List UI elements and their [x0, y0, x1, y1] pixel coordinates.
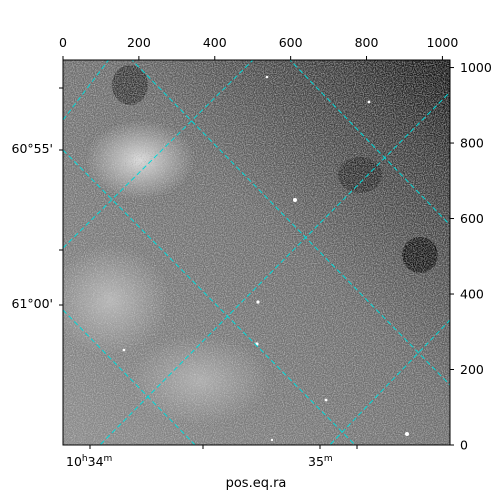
top-tick-label: 600	[279, 35, 303, 50]
sky-image	[63, 60, 450, 445]
left-tick-label: 61°00'	[12, 296, 54, 311]
right-axis: 0 200 400 600 800 1000	[450, 60, 492, 453]
right-tick-label: 1000	[460, 60, 492, 75]
top-tick-label: 1000	[427, 35, 459, 50]
bottom-tick-label: 10h34m	[66, 454, 112, 469]
right-tick-label: 200	[460, 362, 484, 377]
coordinate-grid	[63, 60, 450, 445]
x-axis-title: pos.eq.ra	[226, 476, 287, 491]
right-tick-label: 800	[460, 136, 484, 151]
plot-frame	[62, 59, 451, 446]
top-tick-label: 800	[355, 35, 379, 50]
right-tick-label: 600	[460, 211, 484, 226]
right-tick-label: 400	[460, 287, 484, 302]
top-axis: 0 200 400 600 800 1000	[59, 35, 458, 60]
bottom-tick-label: 35m	[308, 454, 333, 469]
top-tick-label: 400	[203, 35, 227, 50]
top-tick-label: 0	[59, 35, 67, 50]
top-tick-label: 200	[127, 35, 151, 50]
right-tick-label: 0	[460, 438, 468, 453]
bottom-axis: 10h34m 35m pos.eq.ra	[66, 445, 358, 491]
left-tick-label: 60°55'	[12, 141, 54, 156]
left-axis: 60°55' 61°00'	[12, 87, 63, 311]
